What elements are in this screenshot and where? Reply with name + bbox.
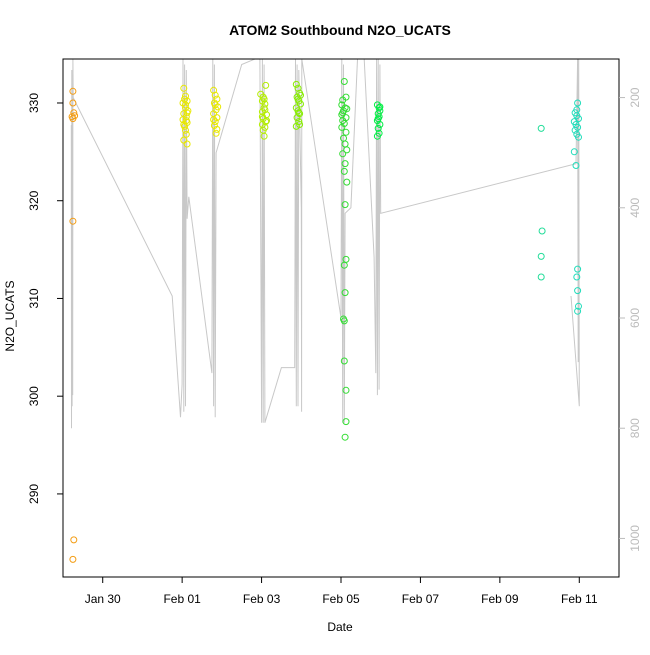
data-point (210, 86, 218, 94)
pressure-profile-line (70, 59, 580, 429)
data-point (258, 113, 266, 121)
data-point (342, 418, 350, 426)
data-point (342, 93, 350, 101)
data-point (340, 261, 348, 269)
data-point (292, 80, 300, 88)
data-point (183, 140, 191, 148)
data-point (341, 160, 349, 168)
data-point (338, 123, 346, 131)
x-tick-label: Feb 09 (481, 592, 519, 606)
x-axis-label: Date (327, 620, 353, 634)
data-point (341, 289, 349, 297)
y-tick-label: 310 (27, 288, 41, 308)
data-point (340, 317, 348, 325)
data-point (183, 109, 191, 117)
data-point (260, 132, 268, 140)
y-tick-label: 330 (27, 93, 41, 113)
data-point (69, 115, 77, 123)
data-point (342, 128, 350, 136)
data-point (341, 201, 349, 209)
data-point (262, 81, 270, 89)
data-point (292, 122, 300, 130)
y2-tick-label: 600 (628, 308, 642, 328)
data-point (537, 124, 545, 132)
data-point (574, 287, 582, 295)
pressure-profile-layer (70, 59, 580, 429)
data-point (538, 227, 546, 235)
data-point (69, 99, 77, 107)
y-tick-label: 320 (27, 190, 41, 210)
data-point (343, 146, 351, 154)
data-point (339, 150, 347, 158)
data-point (376, 103, 384, 111)
data-point (340, 167, 348, 175)
data-point (297, 91, 304, 99)
data-point (213, 125, 221, 133)
data-point (69, 217, 77, 225)
data-point (341, 433, 349, 441)
chart-title: ATOM2 Southbound N2O_UCATS (229, 22, 451, 38)
data-point (537, 252, 545, 260)
y-tick-label: 300 (27, 386, 41, 406)
y2-tick-label: 1000 (628, 525, 642, 552)
data-point (294, 84, 302, 92)
data-point (574, 307, 582, 315)
data-point (374, 110, 382, 118)
data-point (295, 109, 303, 117)
x-tick-label: Feb 11 (561, 592, 598, 606)
data-point (69, 555, 77, 563)
x-tick-label: Jan 30 (85, 592, 121, 606)
data-point (211, 101, 219, 109)
data-point (575, 133, 582, 141)
y2-tick-label: 400 (628, 197, 642, 217)
data-point (263, 117, 270, 125)
data-point (70, 536, 78, 544)
data-point (293, 114, 301, 122)
x-tick-label: Feb 05 (322, 592, 360, 606)
data-point (343, 178, 351, 186)
data-point (211, 91, 219, 99)
data-point (212, 129, 220, 137)
data-point (261, 106, 269, 114)
x-tick-label: Feb 07 (402, 592, 440, 606)
y-tick-label: 290 (27, 484, 41, 504)
data-point (573, 106, 581, 114)
data-point (69, 87, 77, 95)
data-point (182, 130, 190, 138)
x-tick-label: Feb 03 (243, 592, 281, 606)
data-point (373, 132, 381, 140)
data-point (570, 148, 578, 156)
data-point (573, 273, 581, 281)
data-points-layer (68, 78, 582, 563)
data-point (574, 265, 582, 273)
data-point (343, 105, 351, 113)
data-point (575, 302, 582, 310)
y-axis-label: N2O_UCATS (3, 280, 17, 351)
data-point (574, 99, 582, 107)
data-point (374, 124, 382, 132)
data-point (211, 118, 219, 126)
data-point (181, 95, 189, 103)
data-point (571, 126, 579, 134)
axes-layer: Jan 30 Feb 01 Feb 03 Feb 05 Feb 07 Feb 09 Feb … (27, 58, 642, 606)
data-point (374, 115, 382, 123)
data-point (180, 84, 188, 92)
data-point (180, 121, 188, 128)
data-point (342, 386, 350, 394)
data-point (257, 90, 265, 98)
y2-tick-label: 200 (628, 87, 642, 107)
data-point (340, 78, 348, 85)
data-point (210, 116, 218, 124)
data-point (339, 109, 347, 117)
data-point (182, 92, 189, 100)
y2-tick-label: 800 (628, 418, 642, 438)
data-point (260, 95, 268, 103)
x-tick-label: Feb 01 (163, 592, 201, 606)
data-point (572, 162, 580, 169)
data-point (340, 357, 348, 365)
data-point (537, 273, 545, 281)
